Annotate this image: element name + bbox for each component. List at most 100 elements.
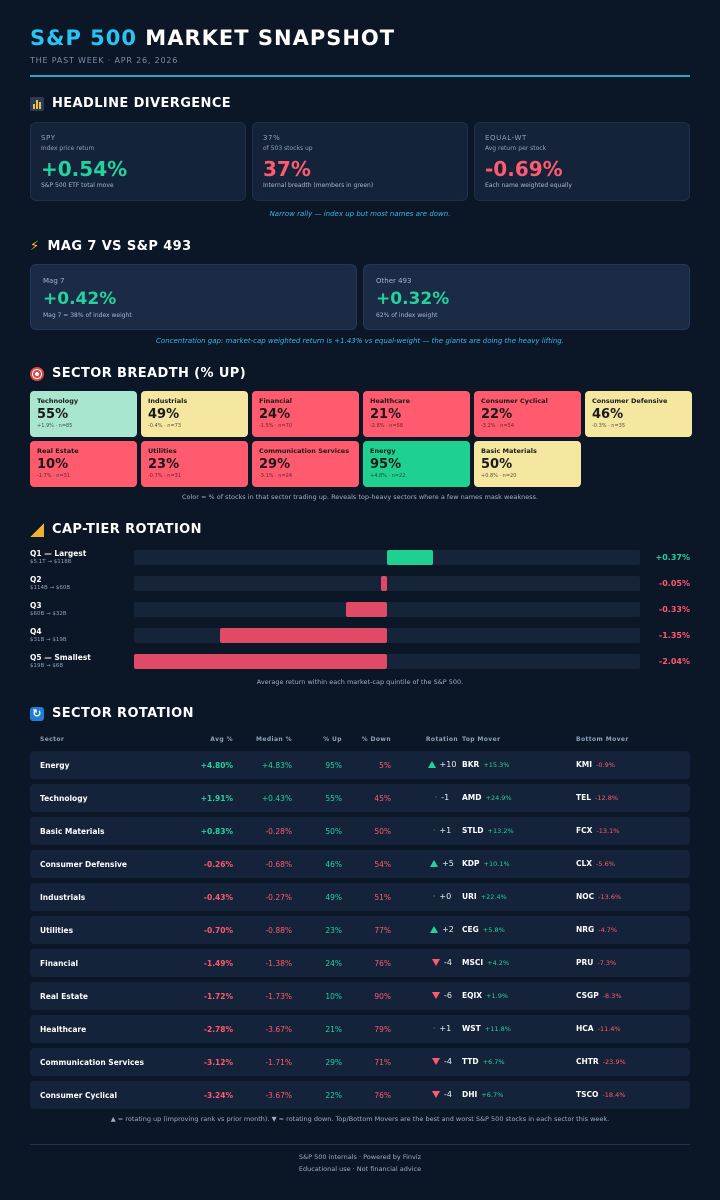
sector-tile: Real Estate 10% -1.7% · n=31 <box>30 441 137 487</box>
table-row[interactable]: Technology +1.91% +0.43% 55% 45% · -1 AMD +24.9%… <box>30 784 690 812</box>
column-header: Median % <box>255 736 292 743</box>
card-label: 37% <box>263 134 281 142</box>
page-subtitle: THE PAST WEEK · APR 26, 2026 <box>30 56 179 65</box>
top-mover: STLD +13.2% <box>462 826 514 835</box>
top-mover-change: +10.1% <box>483 860 510 868</box>
rotation-flat-icon: · <box>432 892 436 901</box>
tile-percent-up: 95% <box>370 457 402 472</box>
table-row[interactable]: Energy +4.80% +4.83% 95% 5% +10 BKR +15.3% KMI -0… <box>30 751 690 779</box>
percent-up: 10% <box>325 992 342 1001</box>
table-row[interactable]: Healthcare -2.78% -3.67% 21% 79% · +1 WST +11.8%… <box>30 1015 690 1043</box>
bottom-mover: FCX -13.1% <box>576 826 619 835</box>
top-mover: EQIX +1.9% <box>462 991 508 1000</box>
top-mover-ticker: WST <box>462 1024 481 1033</box>
tier-range: $60B → $32B <box>30 611 67 617</box>
percent-up: 95% <box>325 761 342 770</box>
bottom-mover-ticker: NRG <box>576 925 595 934</box>
avg-return: -1.49% <box>203 959 233 968</box>
avg-return: +0.83% <box>200 827 233 836</box>
top-mover-change: +24.9% <box>485 794 512 802</box>
mag7-card: Mag 7 +0.42% Mag 7 = 38% of index weight <box>30 264 357 330</box>
tile-sector-name: Energy <box>370 447 396 455</box>
median-return: -0.68% <box>265 860 292 869</box>
sector-name: Consumer Cyclical <box>40 1091 118 1100</box>
card-value: +0.54% <box>41 157 128 181</box>
sector-tile: Healthcare 21% -2.8% · n=58 <box>363 391 470 437</box>
rotation-cell: · +1 <box>412 1024 472 1033</box>
mag7-note: Concentration gap: market-cap weighted r… <box>156 337 564 345</box>
top-mover: WST +11.8% <box>462 1024 511 1033</box>
tile-percent-up: 23% <box>148 457 180 472</box>
rotation-cell: +10 <box>412 760 472 769</box>
bottom-mover: PRU -7.3% <box>576 958 616 967</box>
lightning-icon: ⚡ <box>30 239 40 254</box>
rotation-note: ▲ = rotating up (improving rank vs prior… <box>110 1115 610 1123</box>
rotation-up-icon <box>430 926 439 933</box>
sector-name: Utilities <box>40 926 74 935</box>
top-mover-change: +11.8% <box>484 1025 511 1033</box>
top-mover-change: +22.4% <box>480 893 507 901</box>
bottom-mover-change: -12.8% <box>595 794 619 802</box>
median-return: -0.88% <box>265 926 292 935</box>
rotation-down-icon <box>432 992 440 999</box>
top-mover: AMD +24.9% <box>462 793 512 802</box>
percent-up: 21% <box>325 1025 342 1034</box>
tier-value: -0.33% <box>658 605 690 614</box>
column-header: Rotation <box>425 736 459 743</box>
avg-return: -0.26% <box>203 860 233 869</box>
rotation-up-icon <box>427 761 436 768</box>
median-return: -1.73% <box>265 992 292 1001</box>
bottom-mover: CHTR -23.9% <box>576 1057 626 1066</box>
bottom-mover-change: -5.6% <box>596 860 615 868</box>
avg-return: +4.80% <box>200 761 233 770</box>
table-row[interactable]: Communication Services -3.12% -1.71% 29% 71%… <box>30 1048 690 1076</box>
tier-bar <box>219 628 387 643</box>
tile-percent-up: 49% <box>148 407 180 422</box>
table-row[interactable]: Real Estate -1.72% -1.73% 10% 90% -6 EQIX +1.9%… <box>30 982 690 1010</box>
tile-sector-name: Financial <box>259 397 293 405</box>
ruler-icon <box>30 522 44 537</box>
table-row[interactable]: Financial -1.49% -1.38% 24% 76% -4 MSCI +4.2% PR… <box>30 949 690 977</box>
sector-name: Consumer Defensive <box>40 860 128 869</box>
tile-percent-up: 50% <box>481 457 513 472</box>
section-title-headline: HEADLINE DIVERGENCE <box>30 96 231 111</box>
bottom-mover: NRG -4.7% <box>576 925 617 934</box>
bottom-mover: NOC -13.6% <box>576 892 621 901</box>
bottom-mover-ticker: CLX <box>576 859 593 868</box>
bottom-mover: CLX -5.6% <box>576 859 615 868</box>
rotation-value: +0 <box>439 892 452 901</box>
table-row[interactable]: Consumer Defensive -0.26% -0.68% 46% 54% +5 KD… <box>30 850 690 878</box>
card-label: SPY <box>41 134 56 142</box>
bottom-mover-change: -11.4% <box>597 1025 621 1033</box>
column-header: % Up <box>323 736 342 743</box>
sector-name: Communication Services <box>40 1058 144 1067</box>
tier-name: Q3 <box>30 601 42 610</box>
top-mover-change: +15.3% <box>483 761 510 769</box>
tile-sector-name: Basic Materials <box>481 447 537 455</box>
card-value: 37% <box>263 157 311 181</box>
rotation-cell: -4 <box>412 1090 472 1099</box>
tier-track <box>134 576 640 591</box>
card-label: Mag 7 <box>43 277 65 285</box>
table-row[interactable]: Consumer Cyclical -3.24% -3.67% 22% 76% -4 DHI… <box>30 1081 690 1109</box>
sector-name: Financial <box>40 959 79 968</box>
sector-name: Basic Materials <box>40 827 105 836</box>
card-label: EQUAL-WT <box>485 134 527 142</box>
card-value: -0.69% <box>485 157 563 181</box>
rotation-value: +5 <box>442 859 454 868</box>
table-row[interactable]: Utilities -0.70% -0.88% 23% 77% +2 CEG +5.8% NRG… <box>30 916 690 944</box>
tile-subtext: -1.7% · n=31 <box>37 473 70 479</box>
percent-down: 45% <box>374 794 391 803</box>
tier-bar <box>387 550 433 565</box>
table-row[interactable]: Basic Materials +0.83% -0.28% 50% 50% · +1 STLD… <box>30 817 690 845</box>
percent-up: 22% <box>325 1091 342 1100</box>
avg-return: -0.43% <box>203 893 233 902</box>
rotation-value: +1 <box>439 826 452 835</box>
section-title-text: CAP-TIER ROTATION <box>52 522 202 537</box>
bottom-mover-change: -23.9% <box>602 1058 626 1066</box>
bottom-mover-change: -4.7% <box>598 926 618 934</box>
tile-sector-name: Industrials <box>148 397 188 405</box>
table-row[interactable]: Industrials -0.43% -0.27% 49% 51% · +0 URI +22.4… <box>30 883 690 911</box>
section-title-text: SECTOR BREADTH (% UP) <box>52 366 247 381</box>
column-header: % Down <box>361 736 391 743</box>
